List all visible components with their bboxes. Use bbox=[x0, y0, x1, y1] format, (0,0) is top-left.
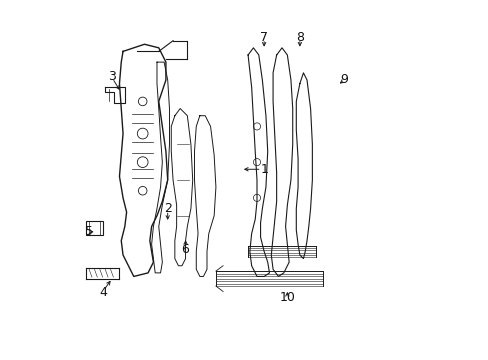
Text: 10: 10 bbox=[279, 291, 295, 305]
Text: 5: 5 bbox=[85, 225, 93, 238]
Text: 8: 8 bbox=[295, 31, 303, 44]
Text: 7: 7 bbox=[260, 31, 267, 44]
Text: 6: 6 bbox=[181, 243, 189, 256]
Text: 1: 1 bbox=[260, 163, 267, 176]
Text: 9: 9 bbox=[340, 73, 348, 86]
Text: 2: 2 bbox=[163, 202, 171, 215]
FancyBboxPatch shape bbox=[85, 221, 103, 235]
Text: 3: 3 bbox=[108, 70, 116, 83]
Text: 4: 4 bbox=[99, 286, 107, 299]
